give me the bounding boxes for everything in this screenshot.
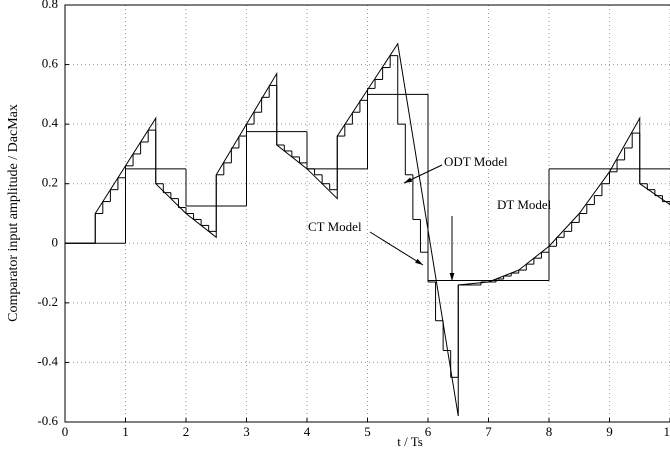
- x-tick-label: 6: [425, 424, 432, 439]
- y-tick-label: -0.6: [37, 413, 58, 428]
- x-tick-label: 8: [546, 424, 553, 439]
- annotation: ODT Model: [444, 154, 508, 169]
- y-tick-label: 0.6: [42, 56, 59, 71]
- x-tick-label: 9: [606, 424, 613, 439]
- x-tick-label: 10: [664, 424, 670, 439]
- x-tick-label: 4: [304, 424, 311, 439]
- x-tick-label: 5: [364, 424, 371, 439]
- y-tick-label: -0.4: [37, 353, 58, 368]
- annotation-arrow: [369, 231, 424, 266]
- y-axis-label: Comparator input amplitude / DacMax: [6, 104, 21, 322]
- y-tick-label: 0: [52, 234, 59, 249]
- y-tick-label: 0.4: [42, 115, 59, 130]
- annotation: DT Model: [497, 197, 552, 212]
- x-tick-label: 7: [485, 424, 492, 439]
- x-tick-label: 1: [122, 424, 129, 439]
- axes-frame: [64, 4, 670, 423]
- annotation-arrow: [403, 164, 443, 184]
- annotation: CT Model: [308, 219, 362, 234]
- x-tick-label: 2: [183, 424, 190, 439]
- x-tick-label: 0: [62, 424, 69, 439]
- y-tick-label: 0.2: [42, 175, 58, 190]
- x-axis-label: t / Ts: [397, 434, 423, 449]
- x-tick-label: 3: [243, 424, 250, 439]
- y-tick-label: 0.8: [42, 0, 58, 11]
- plot: [65, 42, 670, 417]
- y-tick-label: -0.2: [37, 294, 58, 309]
